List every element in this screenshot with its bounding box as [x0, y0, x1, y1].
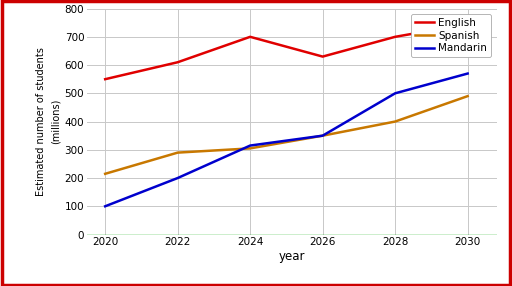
English: [464, 22, 471, 26]
English: [247, 35, 253, 39]
Legend: English, Spanish, Mandarin: English, Spanish, Mandarin: [411, 14, 492, 57]
Line: Spanish: Spanish: [105, 96, 467, 174]
X-axis label: year: year: [279, 250, 305, 263]
Spanish: [464, 94, 471, 98]
English: [319, 55, 326, 58]
English: [102, 78, 108, 81]
Mandarin: [175, 176, 181, 180]
Spanish: [247, 147, 253, 150]
Mandarin: [102, 204, 108, 208]
Y-axis label: Estimated number of students
(millions): Estimated number of students (millions): [36, 47, 60, 196]
Spanish: [102, 172, 108, 176]
Spanish: [175, 151, 181, 154]
Line: English: English: [105, 24, 467, 79]
Spanish: [319, 134, 326, 137]
Line: Mandarin: Mandarin: [105, 74, 467, 206]
English: [175, 61, 181, 64]
Mandarin: [247, 144, 253, 147]
Mandarin: [464, 72, 471, 75]
English: [392, 35, 398, 39]
Mandarin: [319, 134, 326, 137]
Spanish: [392, 120, 398, 123]
Mandarin: [392, 92, 398, 95]
